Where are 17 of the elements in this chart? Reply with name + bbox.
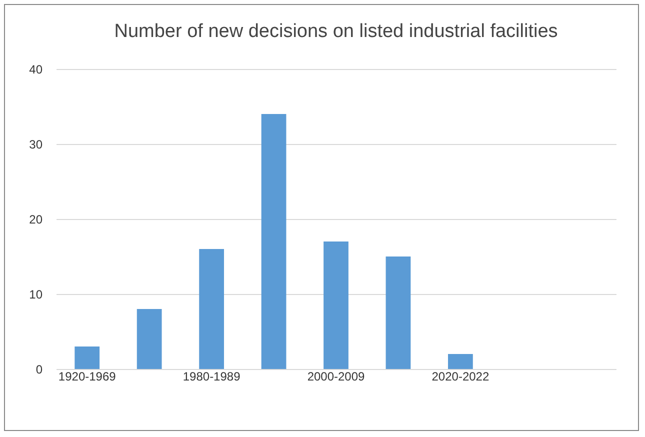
- y-tick-label: 0: [36, 362, 43, 376]
- y-tick-label: 40: [29, 62, 43, 76]
- bar: [74, 346, 100, 369]
- chart-title: Number of new decisions on listed industrial facilities: [114, 21, 558, 42]
- bar: [261, 114, 286, 369]
- x-tick-label: 2000-2009: [307, 370, 366, 384]
- x-tick-label: 1920-1969: [58, 370, 116, 384]
- bar: [199, 249, 224, 369]
- x-tick-label: 2020-2022: [432, 370, 490, 384]
- y-tick-label: 30: [29, 138, 43, 152]
- y-tick-label: 10: [29, 288, 43, 302]
- bar: [324, 242, 348, 369]
- bar: [386, 256, 411, 369]
- bar: [448, 354, 473, 369]
- x-tick-label: 1980-1989: [182, 370, 241, 384]
- bar: [136, 309, 162, 369]
- y-tick-label: 20: [29, 212, 43, 226]
